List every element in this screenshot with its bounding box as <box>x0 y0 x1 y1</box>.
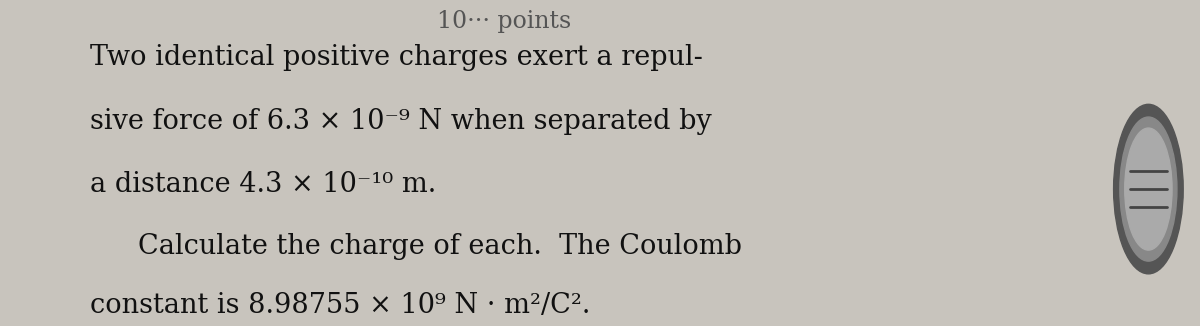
Text: constant is 8.98755 × 10⁹ N · m²/C².: constant is 8.98755 × 10⁹ N · m²/C². <box>90 292 590 319</box>
Text: Two identical positive charges exert a repul-: Two identical positive charges exert a r… <box>90 44 703 71</box>
Ellipse shape <box>1114 104 1183 274</box>
Text: Calculate the charge of each.  The Coulomb: Calculate the charge of each. The Coulom… <box>138 233 742 260</box>
Text: sive force of 6.3 × 10⁻⁹ N when separated by: sive force of 6.3 × 10⁻⁹ N when separate… <box>90 108 712 135</box>
Text: a distance 4.3 × 10⁻¹⁰ m.: a distance 4.3 × 10⁻¹⁰ m. <box>90 171 437 198</box>
Ellipse shape <box>1124 128 1172 250</box>
Ellipse shape <box>1120 117 1177 261</box>
Text: 10··· points: 10··· points <box>437 10 571 33</box>
